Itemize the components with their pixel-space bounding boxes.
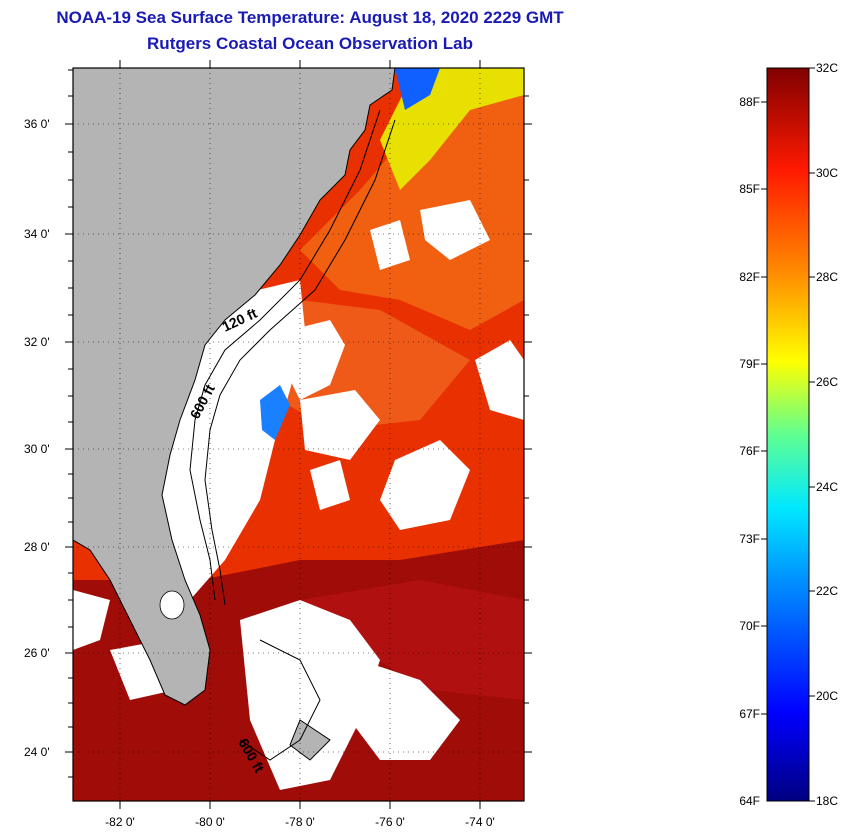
cb-label-85f: 85F xyxy=(739,182,760,196)
cb-label-76f: 76F xyxy=(739,444,760,458)
cb-label-64f: 64F xyxy=(739,794,760,808)
cb-label-28c: 28C xyxy=(816,270,838,284)
cb-label-73f: 73F xyxy=(739,532,760,546)
lon-label-76: -76 0' xyxy=(375,815,405,829)
land-mainland xyxy=(73,68,396,706)
cloud-mask-north-2 xyxy=(370,220,410,270)
orange-water xyxy=(300,80,524,330)
darkred-water-2 xyxy=(300,580,524,700)
lake-okeechobee xyxy=(159,590,185,620)
lat-label-30: 30 0' xyxy=(24,442,50,456)
cb-label-24c: 24C xyxy=(816,480,838,494)
contour-bahamas xyxy=(239,639,321,761)
contour-600ft xyxy=(204,119,396,606)
cb-label-20c: 20C xyxy=(816,689,838,703)
lon-label-78: -78 0' xyxy=(285,815,315,829)
cb-label-79f: 79F xyxy=(739,357,760,371)
cloud-mask-2 xyxy=(300,390,380,460)
lat-label-34: 34 0' xyxy=(24,227,50,241)
cloud-mask-north xyxy=(420,200,490,260)
map-frame xyxy=(72,67,525,802)
cb-label-30c: 30C xyxy=(816,166,838,180)
lon-label-82: -82 0' xyxy=(105,815,135,829)
lat-label-24: 24 0' xyxy=(24,745,50,759)
colorbar-ticks xyxy=(761,67,815,802)
colorbar xyxy=(766,67,810,802)
lon-label-80: -80 0' xyxy=(195,815,225,829)
lat-label-26: 26 0' xyxy=(24,646,50,660)
cloud-mask-4 xyxy=(380,440,470,530)
cb-label-67f: 67F xyxy=(739,707,760,721)
cb-label-70f: 70F xyxy=(739,619,760,633)
page-title: NOAA-19 Sea Surface Temperature: August … xyxy=(56,8,564,27)
cold-water xyxy=(395,68,440,110)
cool-edge xyxy=(260,385,290,440)
contour-120ft xyxy=(189,109,381,601)
lon-label-74: -74 0' xyxy=(465,815,495,829)
land-island xyxy=(289,719,331,761)
cloud-mask-east xyxy=(475,340,524,420)
cb-label-82f: 82F xyxy=(739,270,760,284)
map-image xyxy=(73,68,524,801)
cloud-mask-3 xyxy=(310,460,350,510)
map-ticks xyxy=(65,60,532,809)
cb-label-22c: 22C xyxy=(816,584,838,598)
map-grid xyxy=(73,68,524,801)
cloud-mask-bahamas-2 xyxy=(350,660,460,760)
cb-label-26c: 26C xyxy=(816,375,838,389)
cb-label-88f: 88F xyxy=(739,95,760,109)
cloud-mask-1 xyxy=(285,320,345,400)
lat-label-32: 32 0' xyxy=(24,335,50,349)
page-subtitle: Rutgers Coastal Ocean Observation Lab xyxy=(147,34,473,53)
lat-label-28: 28 0' xyxy=(24,540,50,554)
cloud-mask-gulf xyxy=(73,590,110,650)
lat-label-36: 36 0' xyxy=(24,117,50,131)
cb-label-32c: 32C xyxy=(816,61,838,75)
cb-label-18c: 18C xyxy=(816,794,838,808)
